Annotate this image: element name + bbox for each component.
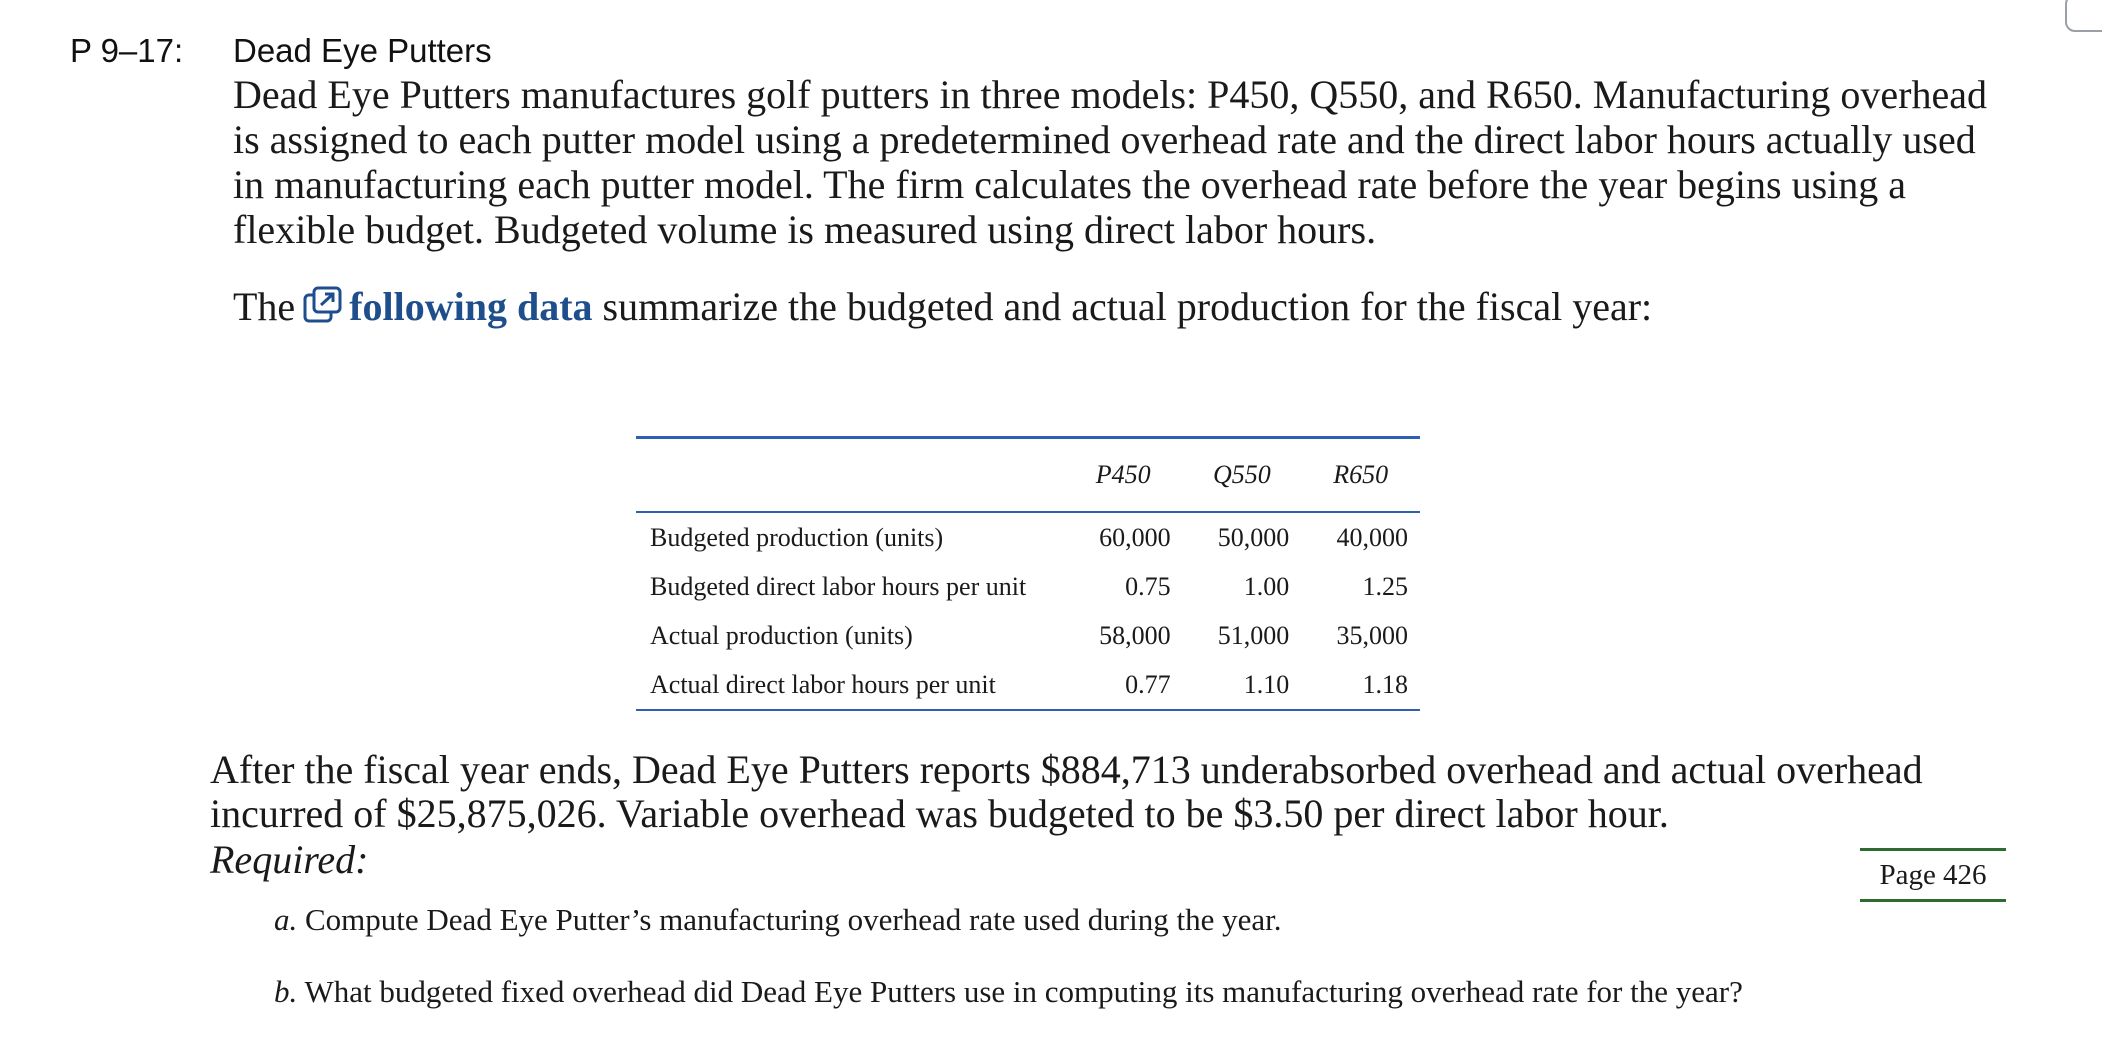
table-cell: 60,000 [1099,522,1171,552]
table-cell: 51,000 [1217,620,1290,650]
table-cell: 0.75 [1125,571,1171,601]
table-row: Actual direct labor hours per unit 0.77 … [636,660,1420,711]
table-row: Actual production (units) 58,000 51,000 … [636,611,1420,660]
table-row: Budgeted direct labor hours per unit 0.7… [636,562,1420,611]
following-data-link[interactable]: following data [349,284,593,329]
table-header-blank [636,436,1064,513]
table-header-row: P450 Q550 R650 [636,436,1420,513]
requirement-item-b: b. What budgeted fixed overhead did Dead… [274,974,1743,1010]
table-cell: 40,000 [1336,522,1409,552]
requirement-letter: b. [274,974,298,1009]
column-header: Q550 [1182,436,1302,513]
required-heading: Required: [210,837,369,882]
problem-title: Dead Eye Putters [233,32,492,69]
row-label: Budgeted direct labor hours per unit [650,571,1027,601]
column-header: R650 [1301,436,1420,513]
row-label: Budgeted production (units) [650,522,944,552]
problem-intro: Dead Eye Putters manufactures golf putte… [233,72,1988,252]
row-label: Actual production (units) [650,620,913,650]
requirement-text: Compute Dead Eye Putter’s manufacturing … [305,902,1282,937]
overhead-summary-text: After the fiscal year ends, Dead Eye Put… [210,747,1923,836]
table-cell: 1.10 [1182,660,1302,711]
table-cell: 0.77 [1063,660,1183,711]
requirement-text: What budgeted fixed overhead did Dead Ey… [304,974,1743,1009]
table-cell: 1.18 [1301,660,1420,711]
column-header: P450 [1063,436,1183,513]
page-number-marker: Page 426 [1860,848,2006,902]
data-line-after: summarize the budgeted and actual produc… [602,284,1653,329]
table-cell: 1.00 [1243,571,1290,601]
table-cell: 58,000 [1099,620,1171,650]
requirement-item-a: a. Compute Dead Eye Putter’s manufacturi… [274,902,1281,938]
table-cell: 35,000 [1336,620,1409,650]
production-data-table: P450 Q550 R650 Budgeted production (unit… [636,436,1420,711]
problem-number: P 9–17: [70,32,184,69]
table-cell: 1.25 [1362,571,1409,601]
requirement-letter: a. [274,902,298,937]
data-reference-line: The following data summarize the budgeted… [233,284,1652,333]
table-row: Budgeted production (units) 60,000 50,00… [636,512,1420,562]
corner-button[interactable] [2065,0,2102,32]
table-cell: 50,000 [1217,522,1290,552]
row-label: Actual direct labor hours per unit [636,660,1064,711]
data-line-before: The [233,284,296,329]
external-link-icon[interactable] [303,286,343,333]
